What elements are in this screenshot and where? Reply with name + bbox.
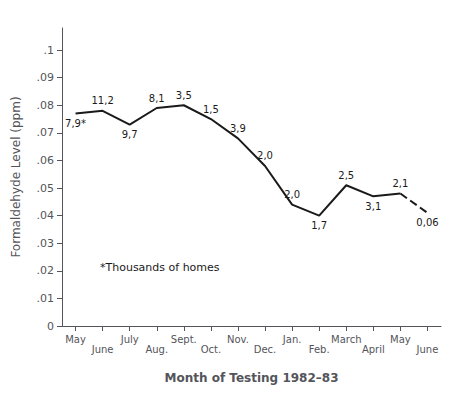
svg-text:July: July [120,334,139,345]
svg-text:June: June [416,344,439,355]
svg-text:0,06: 0,06 [416,217,438,228]
svg-text:8,1: 8,1 [149,93,165,104]
svg-text:.05: .05 [37,182,55,195]
svg-text:Nov.: Nov. [227,334,249,345]
svg-text:3,9: 3,9 [230,123,246,134]
svg-text:1,7: 1,7 [311,220,327,231]
svg-text:2,5: 2,5 [338,170,354,181]
svg-text:March: March [331,334,361,345]
svg-text:.06: .06 [37,154,55,167]
svg-text:Formaldehyde Level (ppm): Formaldehyde Level (ppm) [9,96,23,257]
svg-text:3,1: 3,1 [365,201,381,212]
svg-text:May: May [390,334,411,345]
svg-text:.04: .04 [37,209,55,222]
svg-text:Oct.: Oct. [201,344,221,355]
svg-text:Sept.: Sept. [171,334,197,345]
svg-text:.03: .03 [37,237,55,250]
svg-text:April: April [362,344,385,355]
svg-text:Dec.: Dec. [254,344,277,355]
svg-text:.07: .07 [37,126,55,139]
svg-text:7,9*: 7,9* [65,118,86,129]
svg-text:.02: .02 [37,264,55,277]
svg-text:May: May [65,334,86,345]
svg-text:Jan.: Jan. [282,334,302,345]
svg-text:0: 0 [47,320,54,333]
svg-text:.08: .08 [37,99,55,112]
svg-text:1,5: 1,5 [203,104,219,115]
svg-text:.1: .1 [44,44,55,57]
svg-text:2,0: 2,0 [284,189,300,200]
svg-text:.09: .09 [37,71,55,84]
svg-text:9,7: 9,7 [122,129,138,140]
svg-text:June: June [91,344,114,355]
svg-text:Month of Testing 1982–83: Month of Testing 1982–83 [165,371,339,385]
svg-text:Aug.: Aug. [145,344,168,355]
svg-text:Feb.: Feb. [309,344,330,355]
svg-text:.01: .01 [37,292,55,305]
svg-text:2,0: 2,0 [257,150,273,161]
svg-text:11,2: 11,2 [91,95,113,106]
svg-text:3,5: 3,5 [176,90,192,101]
svg-text:2,1: 2,1 [392,178,408,189]
svg-text:*Thousands of homes: *Thousands of homes [100,261,220,274]
